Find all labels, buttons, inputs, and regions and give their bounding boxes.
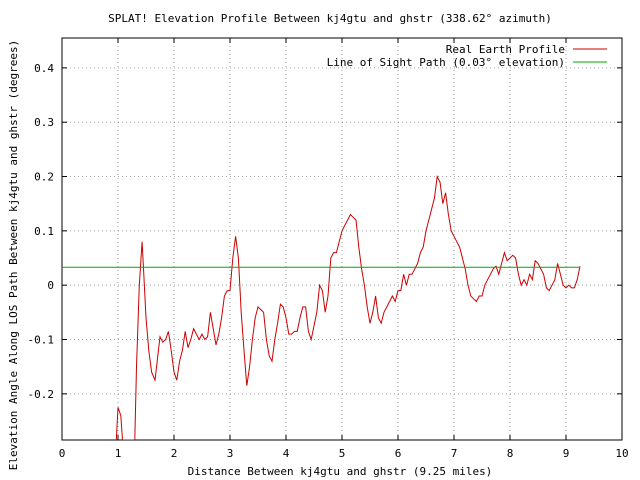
x-tick-label: 8: [507, 447, 514, 460]
x-tick-label: 3: [227, 447, 234, 460]
series-lines: [62, 174, 581, 440]
y-axis-label: Elevation Angle Along LOS Path Between k…: [7, 40, 20, 470]
real-earth-profile-line: [115, 174, 581, 440]
x-tick-label: 10: [615, 447, 628, 460]
axes: 0 1 2 3 4 5 6 7 8 9 10 0.4 0.3 0.2 0.1 0 -0.1 -0.2: [28, 37, 629, 460]
y-tick-label: 0.4: [34, 62, 54, 75]
legend-label: Real Earth Profile: [446, 43, 565, 56]
y-tick-label: -0.1: [28, 334, 55, 347]
x-tick-label: 0: [59, 447, 66, 460]
y-tick-label: 0: [47, 279, 54, 292]
x-tick-label: 2: [171, 447, 178, 460]
legend-label: Line of Sight Path (0.03° elevation): [327, 56, 565, 69]
chart-title: SPLAT! Elevation Profile Between kj4gtu …: [108, 12, 552, 25]
x-axis-label: Distance Between kj4gtu and ghstr (9.25 …: [188, 465, 493, 478]
x-tick-label: 5: [339, 447, 346, 460]
grid-lines: [62, 38, 622, 440]
x-tick-label: 6: [395, 447, 402, 460]
y-tick-label: -0.2: [28, 388, 55, 401]
x-tick-label: 4: [283, 447, 290, 460]
x-tick-label: 1: [115, 447, 122, 460]
y-tick-label: 0.1: [34, 225, 54, 238]
plot-frame: [61, 37, 623, 441]
y-tick-label: 0.2: [34, 171, 54, 184]
x-tick-label: 7: [451, 447, 458, 460]
y-tick-label: 0.3: [34, 116, 54, 129]
x-tick-label: 9: [563, 447, 570, 460]
